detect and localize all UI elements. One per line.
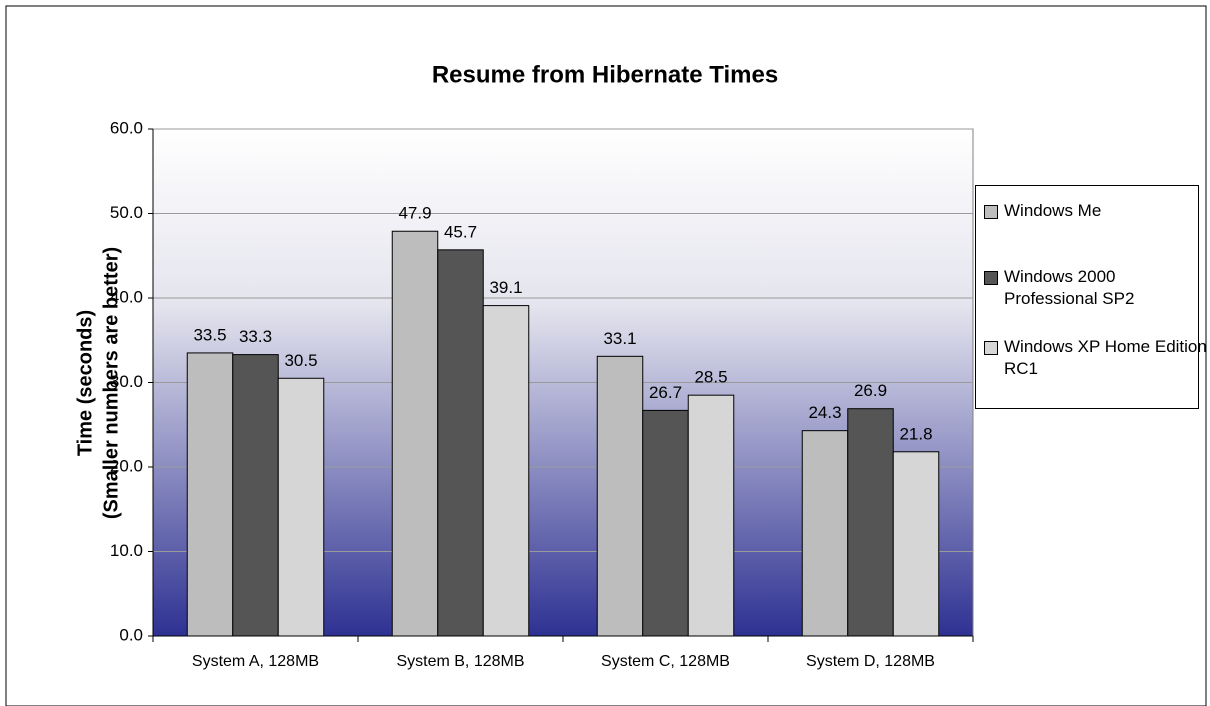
y-tick-label: 40.0 [110,287,143,306]
bar [232,354,279,637]
bar [186,352,234,637]
x-tick-label: System A, 128MB [192,653,319,670]
data-label: 39.1 [489,278,522,297]
data-label: 33.5 [193,325,226,344]
data-label: 26.9 [854,381,887,400]
legend-label: Windows Me [1004,201,1102,220]
y-axis-label: Time (seconds) [74,310,96,456]
bar [391,230,439,637]
y-tick-label: 30.0 [110,372,143,391]
x-tick-label: System D, 128MB [806,653,935,670]
x-tick-label: System C, 128MB [601,653,730,670]
legend-item: Windows XP Home Edition RC1 [984,336,1209,380]
data-label: 24.3 [808,403,841,422]
y-tick-label: 60.0 [110,118,143,137]
bar [277,377,325,637]
bar [892,451,940,637]
x-tick-label: System B, 128MB [396,653,524,670]
bar [847,408,894,637]
legend-item: Windows 2000 Professional SP2 [984,266,1209,310]
data-label: 28.5 [694,368,727,387]
chart-title: Resume from Hibernate Times [432,61,778,88]
chart-border [5,5,1207,706]
data-label: 30.5 [284,351,317,370]
bar [482,305,530,637]
data-label: 45.7 [444,222,477,241]
data-label: 26.7 [649,383,682,402]
legend-label: Windows 2000 Professional SP2 [1004,267,1135,308]
data-label: 33.3 [239,327,272,346]
y-axis-label: (Smaller numbers are better) [100,247,122,519]
legend-item: Windows Me [984,200,1209,222]
data-label: 33.1 [603,329,636,348]
legend: Windows Me Windows 2000 Professional SP2 W… [975,185,1207,409]
data-label: 21.8 [899,424,932,443]
y-tick-label: 50.0 [110,203,143,222]
legend-swatch [984,205,998,219]
y-tick-label: 20.0 [110,456,143,475]
data-label: 47.9 [398,204,431,223]
bar [687,394,735,637]
legend-label: Windows XP Home Edition RC1 [1004,337,1207,378]
legend-swatch [984,271,998,285]
y-tick-label: 0.0 [119,625,143,644]
legend-swatch [984,341,998,355]
bar [801,430,849,637]
bar [437,249,484,637]
y-tick-label: 10.0 [110,541,143,560]
bar [596,355,644,637]
y-label-group: Time (seconds) (Smaller numbers are bett… [74,247,122,519]
bar [642,409,689,637]
